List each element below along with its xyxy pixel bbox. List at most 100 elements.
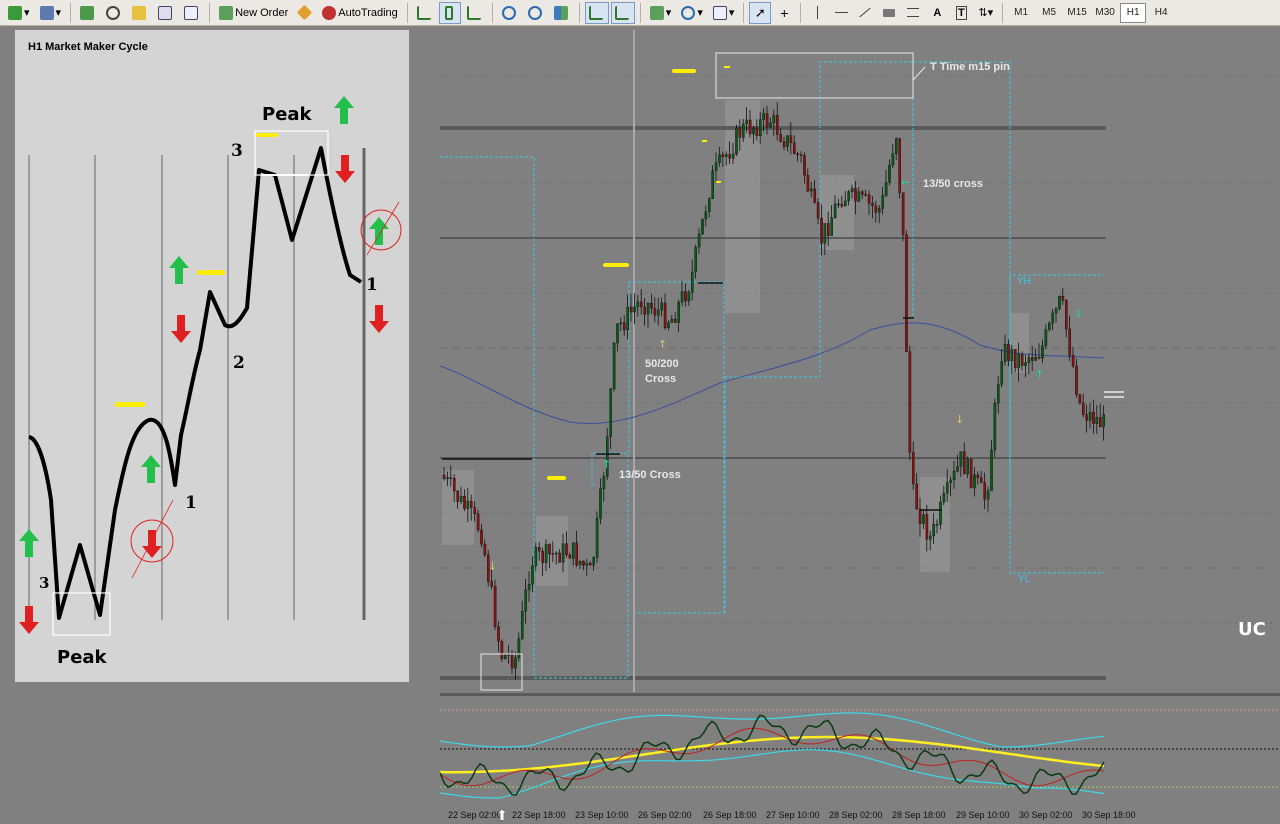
- chart-shift-icon: [614, 5, 629, 20]
- indicators-icon: [649, 5, 664, 20]
- templates-button[interactable]: ▾: [709, 2, 739, 24]
- arrows-icon: ⇅▾: [978, 7, 994, 19]
- timeframe-m1[interactable]: M1: [1014, 7, 1029, 18]
- new-order-label: New Order: [235, 6, 289, 19]
- cross-50200-line2: Cross: [645, 373, 676, 385]
- cycle-price-path: [28, 146, 363, 620]
- up-arrow-icon: [369, 217, 389, 245]
- metaeditor-button[interactable]: [294, 2, 316, 24]
- text-label-button[interactable]: T: [950, 2, 972, 24]
- timeframe-m5[interactable]: M5: [1042, 7, 1057, 18]
- arrows-button[interactable]: ⇅▾: [974, 2, 997, 24]
- oscillator-lower-band: [440, 749, 1105, 799]
- candlestick-icon: [444, 5, 453, 20]
- level-markers: [442, 282, 942, 511]
- zoom-in-button[interactable]: [498, 2, 522, 24]
- clock-icon: [681, 5, 696, 20]
- trendline-button[interactable]: [854, 2, 876, 24]
- crosshair-icon: +: [780, 4, 789, 21]
- current-time-marker[interactable]: ⬆: [495, 807, 509, 824]
- up-arrow-icon: [334, 96, 354, 124]
- cursor-icon: ➚: [754, 4, 766, 20]
- oscillator-main-line: [440, 714, 1105, 796]
- navigator-button[interactable]: [128, 2, 152, 24]
- timeframe-m15[interactable]: M15: [1067, 7, 1087, 18]
- strategy-tester-button[interactable]: [180, 2, 204, 24]
- oscillator-fast-line: [440, 727, 1105, 787]
- crosshair-button[interactable]: +: [773, 2, 795, 24]
- time-axis-label: 27 Sep 10:00: [766, 810, 820, 820]
- down-arrow-icon: [335, 155, 355, 183]
- yellow-marks: [115, 133, 278, 407]
- autotrading-icon: [322, 5, 337, 20]
- up-signal-icon: ↑: [658, 338, 667, 351]
- market-watch-button[interactable]: [76, 2, 100, 24]
- horizontal-line-button[interactable]: [830, 2, 852, 24]
- time-axis-label: 26 Sep 02:00: [638, 810, 692, 820]
- chart-shift-button[interactable]: [610, 1, 635, 24]
- subwindow-separator[interactable]: [440, 693, 1280, 696]
- price-chart[interactable]: ↓ ↑ ↑ ← ↓ ↑ ↓ T Time m15 pin 13/50 cross…: [440, 30, 1280, 692]
- up-signal-icon: ↑: [1035, 368, 1044, 381]
- timeframe-m30[interactable]: M30: [1095, 7, 1115, 18]
- time-axis-label: 28 Sep 02:00: [829, 810, 883, 820]
- yh-label: YH: [1017, 276, 1031, 287]
- channel-button[interactable]: [878, 2, 900, 24]
- down-signal-icon: ↓: [1074, 307, 1083, 320]
- channel-icon: [883, 8, 896, 17]
- tester-icon: [184, 5, 199, 20]
- terminal-button[interactable]: [154, 2, 178, 24]
- moving-average-line: [440, 322, 1105, 424]
- cycle-label-2: 2: [233, 353, 245, 373]
- vertical-line-button[interactable]: [806, 2, 828, 24]
- bottom-peak-box: [52, 592, 111, 636]
- bar-chart-icon: [416, 5, 431, 20]
- top-peak-box: [254, 130, 329, 176]
- cross-1350-lower-annotation: 13/50 Cross: [619, 469, 681, 481]
- text-button[interactable]: A: [926, 2, 948, 24]
- auto-scroll-button[interactable]: [584, 1, 609, 24]
- periods-button[interactable]: ▾: [677, 2, 707, 24]
- oscillator-upper-band: [440, 712, 1105, 748]
- indicators-button[interactable]: ▾: [646, 2, 676, 24]
- data-window-button[interactable]: [102, 2, 126, 24]
- main-toolbar: ▾ ▾ New Order AutoTrading ▾ ▾ ▾ ➚ +: [0, 0, 1280, 26]
- profiles-button[interactable]: ▾: [36, 2, 66, 24]
- tile-icon: [553, 5, 568, 20]
- cycle-panel-title: H1 Market Maker Cycle: [28, 41, 148, 53]
- market-maker-cycle-panel: H1 Market Maker Cycle: [15, 30, 409, 682]
- line-chart-button[interactable]: [463, 2, 487, 24]
- left-signal-icon: ←: [901, 176, 910, 189]
- cycle-diagram: 3 Peak 1 2 3 Peak 1: [19, 96, 402, 668]
- auto-scroll-icon: [588, 5, 603, 20]
- new-order-button[interactable]: New Order: [215, 2, 292, 24]
- bar-chart-button[interactable]: [413, 2, 437, 24]
- zoom-out-icon: [527, 5, 542, 20]
- cycle-label-3-left: 3: [39, 574, 49, 592]
- oscillator-chart[interactable]: [440, 697, 1280, 807]
- cycle-peak-bottom-label: Peak: [57, 647, 108, 668]
- down-arrow-icon: [19, 606, 39, 634]
- cursor-button[interactable]: ➚: [749, 1, 772, 24]
- tile-windows-button[interactable]: [550, 2, 574, 24]
- autotrading-button[interactable]: AutoTrading: [318, 2, 402, 24]
- time-axis-label: 22 Sep 18:00: [512, 810, 566, 820]
- timeframe-h4[interactable]: H4: [1154, 7, 1168, 18]
- crosshair-target-icon: [106, 5, 121, 20]
- fibonacci-button[interactable]: [902, 2, 924, 24]
- trendline-icon: [859, 7, 872, 18]
- candlestick-button[interactable]: [438, 1, 461, 24]
- zoom-out-button[interactable]: [524, 2, 548, 24]
- profiles-icon: [39, 5, 54, 20]
- oscillator-signal-line: [440, 735, 1105, 774]
- text-label-icon: T: [956, 5, 967, 20]
- text-icon: A: [933, 6, 942, 19]
- timeframe-h1[interactable]: H1: [1120, 2, 1147, 23]
- cross-1350-upper-annotation: 13/50 cross: [923, 178, 983, 190]
- folder-star-icon: [132, 5, 147, 20]
- new-chart-button[interactable]: ▾: [4, 2, 34, 24]
- up-arrow-white-icon: ⬆: [496, 807, 508, 824]
- cycle-label-1-mid: 1: [185, 493, 197, 513]
- yl-label: YL: [1018, 574, 1031, 585]
